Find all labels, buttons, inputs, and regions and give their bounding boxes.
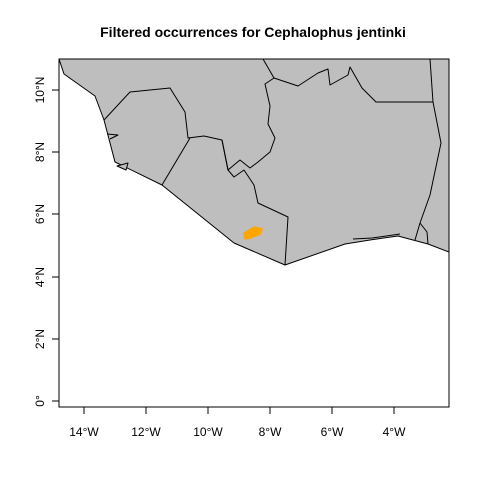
border-ghana xyxy=(414,222,421,241)
coastal-islet-2 xyxy=(106,133,119,140)
border-guinea-north xyxy=(103,59,276,171)
y-tick-label: 6°N xyxy=(33,204,47,224)
x-tick-label: 4°W xyxy=(383,425,406,439)
x-axis: 14°W 12°W 10°W 8°W 6°W 4°W xyxy=(69,407,406,439)
plot-frame xyxy=(58,58,450,408)
border-sierra-leone xyxy=(161,137,191,186)
x-tick-label: 8°W xyxy=(259,425,282,439)
coastal-islet xyxy=(116,162,129,171)
y-axis: 0° 2°N 4°N 6°N 8°N 10°N xyxy=(33,77,59,407)
y-tick-label: 2°N xyxy=(33,329,47,349)
x-tick-label: 12°W xyxy=(131,425,161,439)
coastal-lagoon xyxy=(352,233,401,240)
occurrence-points xyxy=(243,226,264,240)
border-burkina xyxy=(429,59,434,103)
y-tick-label: 10°N xyxy=(33,77,47,104)
x-tick-label: 6°W xyxy=(321,425,344,439)
y-tick-label: 4°N xyxy=(33,267,47,287)
y-tick-label: 0° xyxy=(33,395,47,407)
occurrence-cluster xyxy=(243,226,264,240)
map-title: Filtered occurrences for Cephalophus jen… xyxy=(100,24,406,40)
y-tick-label: 8°N xyxy=(33,142,47,162)
x-tick-label: 10°W xyxy=(193,425,223,439)
x-tick-label: 14°W xyxy=(69,425,99,439)
border-liberia-ci xyxy=(221,139,289,266)
border-mali-ci xyxy=(273,66,442,245)
map-plot-area xyxy=(59,59,449,266)
